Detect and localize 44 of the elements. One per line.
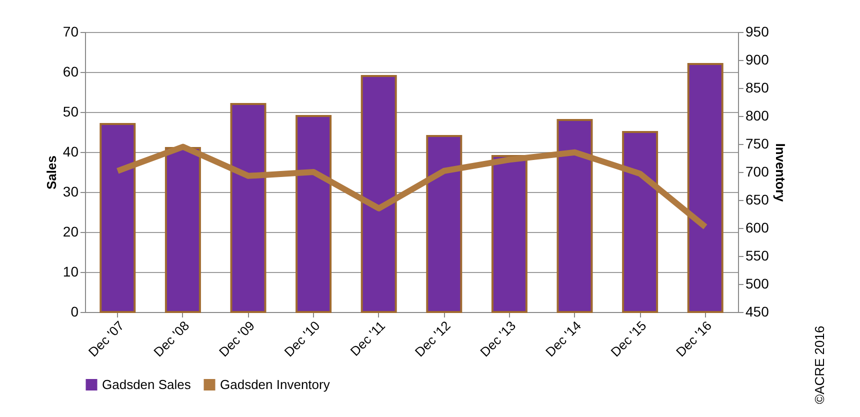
y-tick-label: 10 (62, 264, 79, 280)
y-tick-label: 20 (62, 224, 79, 240)
y2-tick-label: 550 (746, 248, 770, 264)
x-tick-label: Dec '15 (608, 318, 650, 360)
x-tick-label: Dec '16 (673, 318, 715, 360)
legend-label: Gadsden Inventory (220, 376, 330, 392)
y2-axis-title: Inventory (772, 143, 788, 203)
bar (296, 115, 332, 313)
x-tick-label: Dec '12 (412, 318, 454, 360)
bar (622, 131, 658, 313)
bar (230, 103, 266, 313)
y-tick-label: 0 (70, 304, 79, 320)
x-tick-label: Dec '10 (281, 318, 323, 360)
y2-tick-label: 950 (746, 24, 770, 40)
y-tick-label: 60 (62, 64, 79, 80)
y2-tick-label: 750 (746, 136, 770, 152)
y-axis-title: Sales (44, 156, 59, 190)
x-tick-label: Dec '08 (150, 318, 192, 360)
y2-tick-label: 900 (746, 52, 770, 68)
x-tick-label: Dec '09 (216, 318, 258, 360)
bar (687, 63, 724, 313)
y2-tick-label: 600 (746, 220, 770, 236)
bar (491, 155, 528, 313)
y-tick-label: 40 (62, 144, 79, 160)
x-tick-label: Dec '11 (347, 318, 388, 359)
bar (360, 75, 397, 313)
text: ©ACRE 2016 (812, 326, 827, 404)
y-tick-label: 50 (62, 104, 79, 120)
x-tick-label: Dec '13 (477, 318, 519, 360)
x-tick-label: Dec '14 (542, 318, 584, 360)
bar (556, 119, 593, 313)
legend-label: Gadsden Sales (102, 376, 192, 392)
y2-tick-label: 800 (746, 108, 770, 124)
y2-tick-label: 700 (746, 164, 770, 180)
x-tick-label: Dec '07 (85, 318, 127, 360)
bar (100, 123, 136, 313)
y2-tick-label: 650 (746, 192, 770, 208)
y2-tick-label: 850 (746, 80, 770, 96)
y-tick-label: 30 (62, 184, 79, 200)
y-tick-label: 70 (62, 24, 79, 40)
y2-tick-label: 500 (746, 276, 770, 292)
bar (426, 135, 462, 313)
y2-tick-label: 450 (746, 304, 770, 320)
bar (164, 147, 201, 313)
